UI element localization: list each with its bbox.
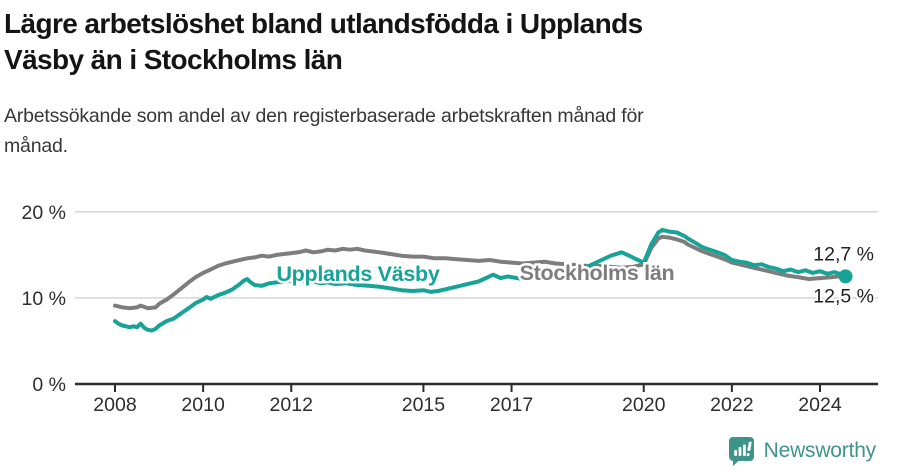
series-line-upplands-v-sby bbox=[113, 227, 848, 333]
end-value-label-stockholms-l-n: 12,7 % bbox=[813, 244, 874, 266]
line-chart: 0 % 10 % 20 % 2008 2010 2012 2015 2017 2020 2022… bbox=[0, 198, 900, 438]
y-tick-label-20: 20 % bbox=[22, 202, 66, 224]
newsworthy-brand: Newsworthy bbox=[728, 436, 876, 466]
brand-name: Newsworthy bbox=[763, 439, 877, 462]
endpoint-dot bbox=[838, 269, 853, 284]
y-tick-label-10: 10 % bbox=[22, 288, 66, 310]
chart-svg: 0 % 10 % 20 % 2008 2010 2012 2015 2017 2020 2022… bbox=[22, 202, 878, 416]
newsworthy-bubble-barchart-icon bbox=[728, 437, 754, 466]
series-lines bbox=[113, 227, 848, 333]
series-label-upplands-v-sby: Upplands Väsby bbox=[276, 262, 439, 286]
y-tick-label-0: 0 % bbox=[32, 374, 66, 396]
end-value-labels: 12,7 % 12,5 % bbox=[811, 242, 876, 310]
x-axis: 2008 2010 2012 2015 2017 2020 2022 2024 bbox=[75, 382, 878, 416]
series-label-stockholms-l-n: Stockholms län bbox=[520, 261, 675, 285]
x-tick-label-2022: 2022 bbox=[710, 394, 753, 416]
subtitle-line-1: Arbetssökande som andel av den registerb… bbox=[4, 104, 644, 127]
title-line-2: Väsby än i Stockholms län bbox=[4, 44, 343, 76]
end-value-label-upplands-v-sby: 12,5 % bbox=[813, 285, 874, 307]
x-tick-label-2010: 2010 bbox=[181, 394, 225, 416]
gridlines bbox=[75, 211, 878, 299]
x-tick-label-2015: 2015 bbox=[402, 394, 446, 416]
title-line-1: Lägre arbetslöshet bland utlandsfödda i … bbox=[4, 8, 643, 39]
x-tick-label-2020: 2020 bbox=[622, 394, 666, 416]
chart-header: Lägre arbetslöshet bland utlandsfödda i … bbox=[4, 6, 884, 161]
x-tick-label-2024: 2024 bbox=[798, 394, 842, 416]
series-labels: Stockholms län Upplands Väsby bbox=[274, 259, 677, 289]
page-title: Lägre arbetslöshet bland utlandsfödda i … bbox=[4, 6, 884, 79]
x-tick-label-2012: 2012 bbox=[270, 394, 313, 416]
endpoint-dot-layer bbox=[838, 269, 853, 284]
series-line-stockholms-l-n bbox=[113, 234, 848, 311]
y-axis-labels: 0 % 10 % 20 % bbox=[22, 202, 66, 396]
subtitle-line-2: månad. bbox=[4, 135, 68, 157]
x-tick-label-2008: 2008 bbox=[93, 394, 136, 416]
x-tick-label-2017: 2017 bbox=[490, 394, 533, 416]
chart-subtitle: Arbetssökande som andel av den registerb… bbox=[4, 101, 884, 161]
